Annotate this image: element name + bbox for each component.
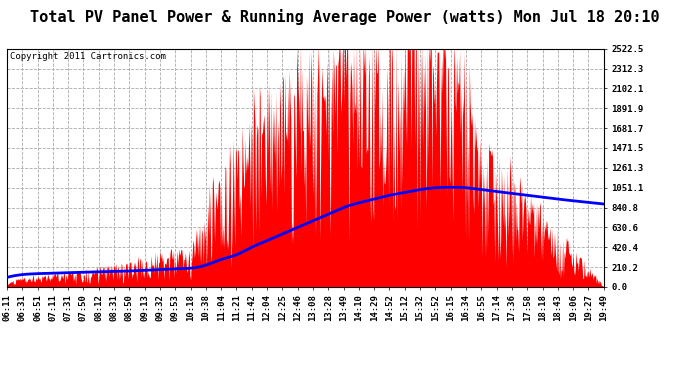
Text: Total PV Panel Power & Running Average Power (watts) Mon Jul 18 20:10: Total PV Panel Power & Running Average P… — [30, 9, 660, 26]
Text: Copyright 2011 Cartronics.com: Copyright 2011 Cartronics.com — [10, 53, 166, 62]
